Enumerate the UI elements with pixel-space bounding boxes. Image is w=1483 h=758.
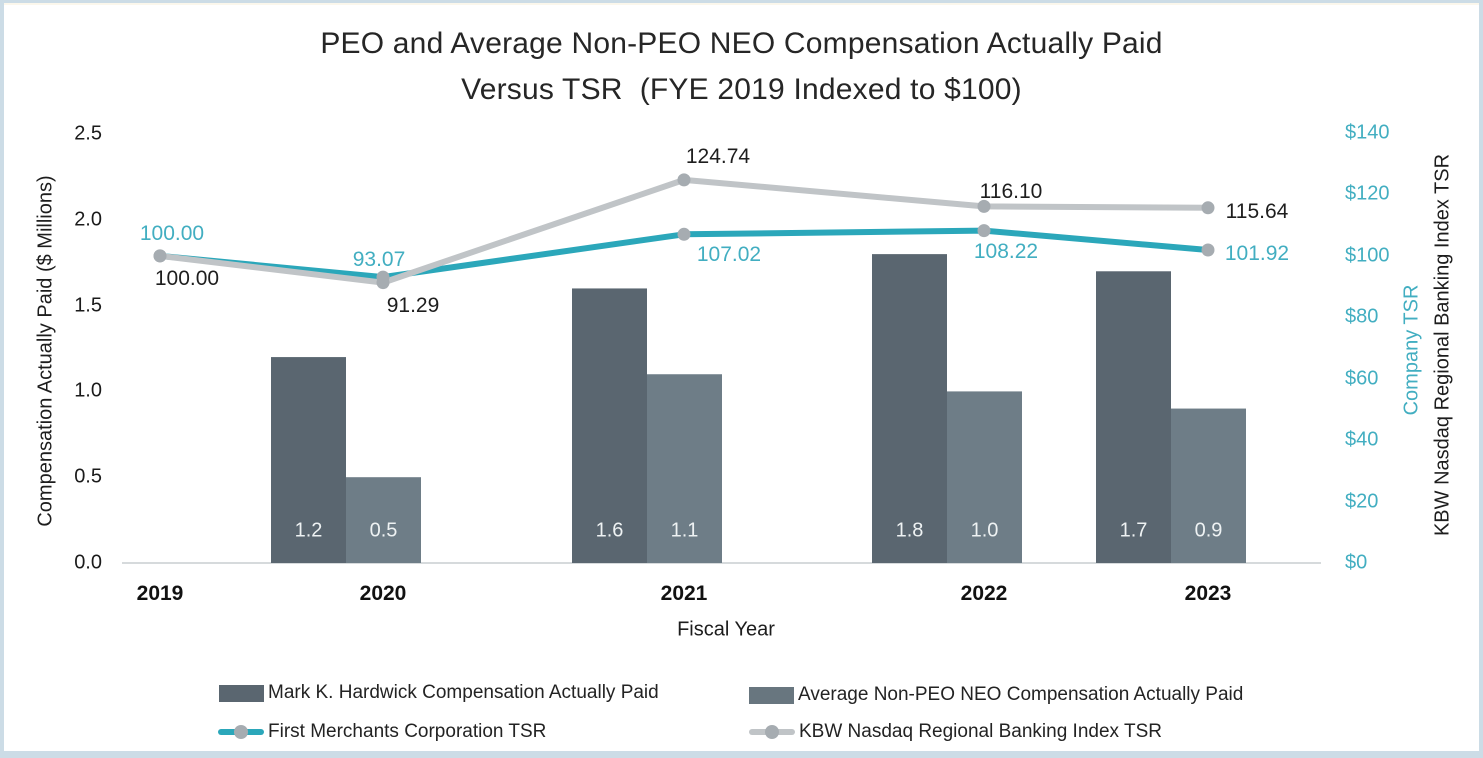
legend-item-peo-bar: Mark K. Hardwick Compensation Actually P… (219, 682, 659, 704)
left-axis-title: Compensation Actually Paid ($ Millions) (34, 175, 57, 527)
bar-value-label: 0.9 (1194, 519, 1223, 542)
left-axis-tick-label: 2.5 (74, 122, 102, 145)
bar-value-label: 1.7 (1119, 519, 1148, 542)
right-axis-tick-label: $0 (1345, 551, 1368, 574)
line-marker-dot (1201, 201, 1215, 215)
legend-swatch-neo-bar (749, 686, 794, 704)
line-point-label-kbw-index: 115.64 (1225, 199, 1289, 223)
legend-line-marker-dot (765, 725, 779, 739)
legend-label: Average Non-PEO NEO Compensation Actuall… (798, 684, 1244, 705)
line-marker-dot (977, 199, 991, 213)
legend-swatch-company-tsr-line (218, 724, 264, 741)
plot-label-overlay: 1.2 1.6 1.8 1.7 0.5 1.1 1.0 0.9 100.00 93.07 107.0… (4, 3, 1479, 751)
line-point-label-company-tsr: 100.00 (139, 221, 205, 245)
bar-value-label: 1.2 (294, 519, 323, 542)
bar-mark (271, 357, 346, 563)
legend-label: KBW Nasdaq Regional Banking Index TSR (799, 721, 1162, 742)
line-marker-dot (677, 227, 691, 241)
line-marker-dot (1201, 243, 1215, 257)
bar-value-label: 1.8 (895, 519, 924, 542)
plot-area (122, 173, 1321, 564)
chart-title-line-1: PEO and Average Non-PEO NEO Compensation… (320, 27, 1163, 60)
line-marker-dot (977, 224, 991, 238)
legend-item-kbw-index-line: KBW Nasdaq Regional Banking Index TSR (749, 721, 1162, 743)
bar-mark (647, 374, 722, 563)
x-axis-title: Fiscal Year (677, 618, 775, 641)
right-axis-tick-label: $100 (1345, 244, 1390, 267)
x-axis-year-label: 2020 (359, 582, 407, 605)
right-axis-tick-label: $140 (1345, 121, 1390, 144)
left-axis-tick-label: 2.0 (74, 208, 102, 231)
frame-accent-line (4, 3, 1479, 5)
bar-value-label: 1.0 (970, 519, 999, 542)
bar-mark (346, 477, 421, 563)
bar-mark (1096, 271, 1171, 563)
bar-value-label: 0.5 (369, 519, 398, 542)
legend-label: Mark K. Hardwick Compensation Actually P… (268, 682, 659, 703)
line-marker-dot (376, 276, 390, 290)
legend-label: First Merchants Corporation TSR (268, 721, 547, 742)
line-point-label-company-tsr: 101.92 (1224, 241, 1290, 265)
chart-title-line-2: Versus TSR (FYE 2019 Indexed to $100) (461, 73, 1022, 106)
left-axis-tick-label: 0.0 (74, 551, 102, 574)
line-point-label-kbw-index: 124.74 (685, 144, 751, 168)
line-point-label-kbw-index: 116.10 (979, 180, 1043, 204)
legend-swatch-kbw-index-line (749, 724, 795, 741)
line-marker-dot (677, 173, 691, 187)
left-axis-tick-label: 0.5 (74, 465, 102, 488)
legend-item-neo-bar: Average Non-PEO NEO Compensation Actuall… (749, 684, 1243, 706)
right-axis-tick-label: $60 (1345, 367, 1379, 390)
left-axis-tick-label: 1.5 (74, 294, 102, 317)
line-point-label-kbw-index: 91.29 (386, 293, 440, 317)
line-point-label-company-tsr: 107.02 (696, 243, 762, 267)
bar-mark (947, 391, 1022, 563)
bar-mark (1171, 408, 1246, 563)
right-axis-tick-label: $40 (1345, 428, 1379, 451)
left-axis-tick-label: 1.0 (74, 379, 102, 402)
x-axis-year-label: 2019 (136, 582, 184, 605)
line-marker-dot (153, 249, 167, 263)
right-axis-title-kbw-index: KBW Nasdaq Regional Banking Index TSR (1431, 153, 1454, 537)
line-point-label-kbw-index: 100.00 (154, 266, 220, 290)
x-axis-year-label: 2022 (960, 582, 1008, 605)
bar-value-label: 1.1 (670, 519, 699, 542)
x-axis-year-label: 2021 (660, 582, 708, 605)
line-point-label-company-tsr: 108.22 (973, 239, 1039, 263)
bar-mark (572, 288, 647, 563)
right-axis-tick-label: $120 (1345, 182, 1390, 205)
legend-swatch-peo-bar (219, 684, 264, 702)
right-axis-title-company-tsr: Company TSR (1400, 284, 1423, 416)
right-axis-tick-label: $20 (1345, 490, 1379, 513)
bar-value-label: 1.6 (595, 519, 624, 542)
legend-line-marker-dot (234, 725, 248, 739)
line-point-label-company-tsr: 93.07 (352, 248, 406, 272)
x-axis-year-label: 2023 (1184, 582, 1232, 605)
bar-mark (872, 254, 947, 563)
legend-item-company-tsr-line: First Merchants Corporation TSR (218, 721, 546, 743)
right-axis-tick-label: $80 (1345, 305, 1379, 328)
